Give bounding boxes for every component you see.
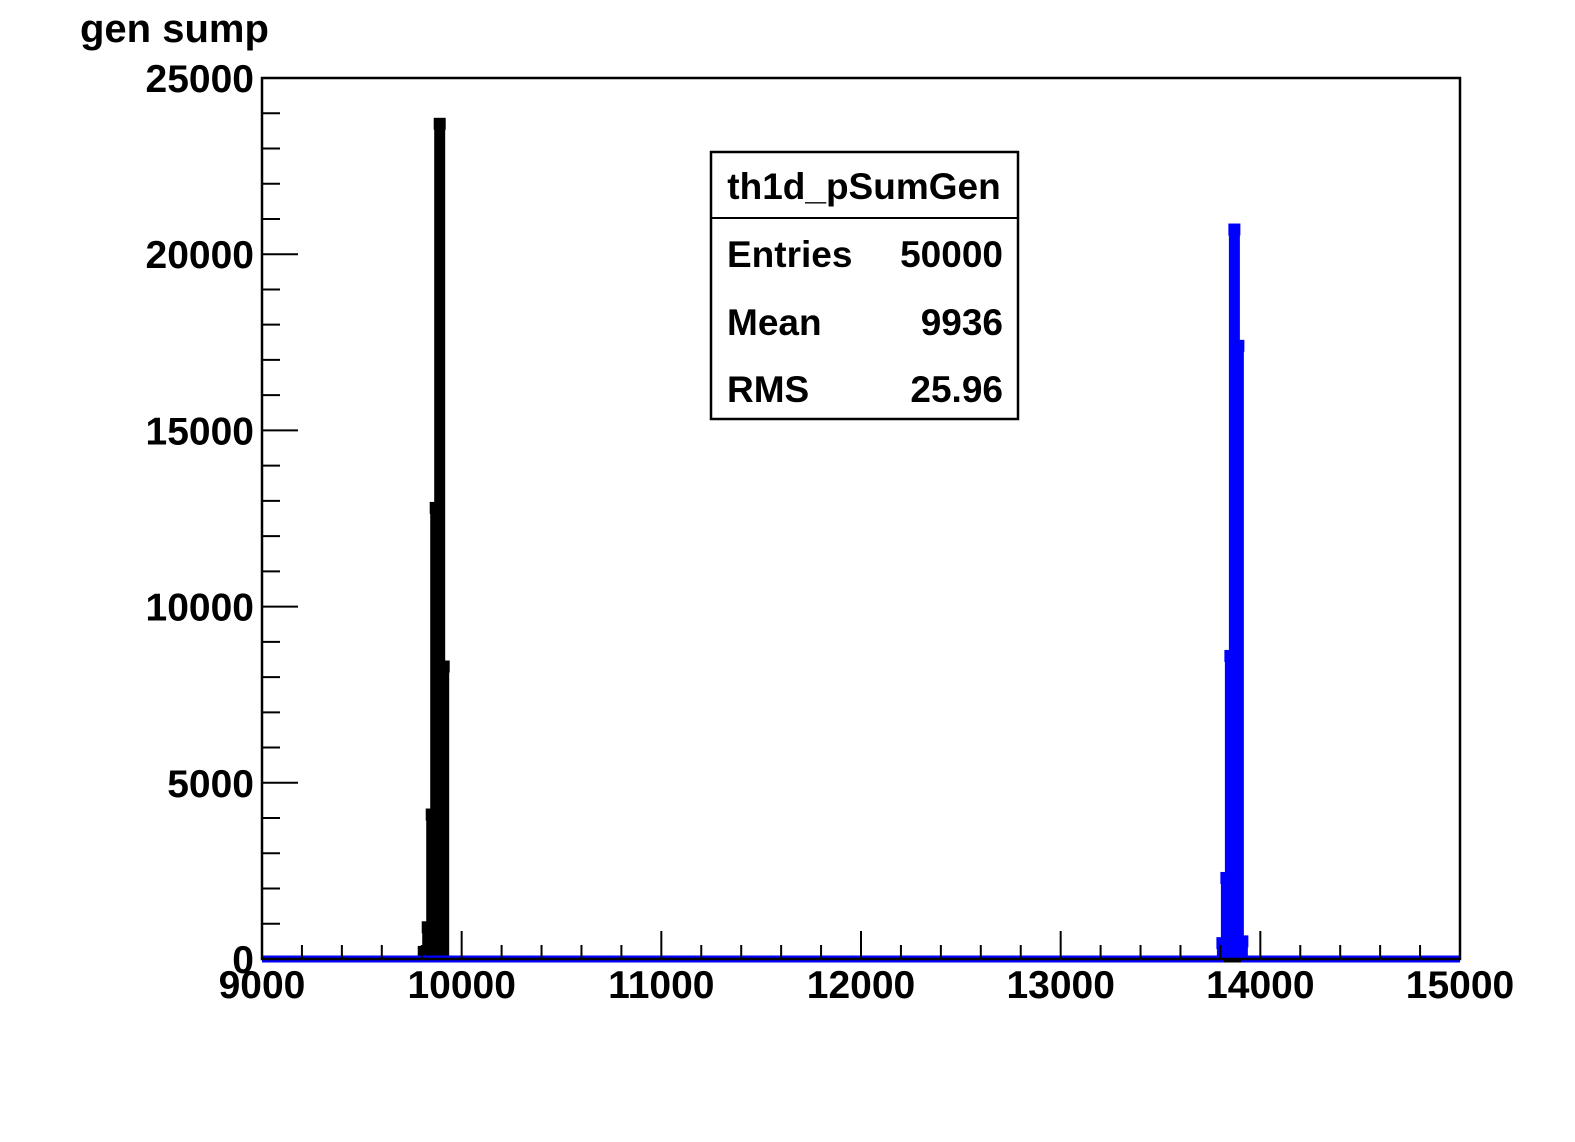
histogram-bin-marker-0-0: [417, 945, 430, 958]
stats-mean-label: Mean: [727, 302, 822, 343]
histogram-bin-marker-1-5: [1236, 935, 1249, 948]
stats-box: th1d_pSumGen Entries 50000 Mean 9936 RMS…: [709, 150, 1020, 421]
histogram-bin-marker-0-3: [429, 501, 442, 514]
stats-rms-label: RMS: [727, 369, 809, 410]
x-tick-label: 15000: [1406, 964, 1514, 1007]
y-tick-label: 5000: [167, 763, 254, 806]
y-tick-label: 0: [232, 939, 254, 982]
stats-entries-label: Entries: [727, 234, 852, 275]
histogram-bin-marker-0-1: [421, 921, 434, 934]
histogram-bin-marker-1-4: [1232, 339, 1245, 352]
histogram-bin-marker-1-3: [1228, 223, 1241, 236]
stats-box-frame: [709, 150, 1020, 421]
x-tick-label: 13000: [1006, 964, 1114, 1007]
y-tick-label: 20000: [146, 234, 254, 277]
y-tick-label: 15000: [146, 410, 254, 453]
y-tick-label: 25000: [146, 58, 254, 101]
axis-layer: 9000 10000 11000 12000 13000 14000 15000 0 5000 1…: [146, 58, 1515, 1007]
x-tick-label: 14000: [1206, 964, 1314, 1007]
histogram-bin-marker-0-5: [437, 660, 450, 673]
histogram-bin-marker-1-1: [1220, 871, 1233, 884]
x-tick-label: 10000: [407, 964, 515, 1007]
stats-rms-value: 25.96: [910, 369, 1003, 410]
stats-histogram-name: th1d_pSumGen: [727, 166, 1000, 207]
histogram-bin-marker-0-4: [433, 117, 446, 130]
histogram-bin-marker-1-2: [1224, 649, 1237, 662]
stats-entries-value: 50000: [900, 234, 1003, 275]
stats-mean-value: 9936: [921, 302, 1003, 343]
histogram-bin-marker-1-0: [1216, 937, 1229, 950]
histogram-bin-marker-0-2: [425, 808, 438, 821]
chart-title: gen sump: [80, 7, 269, 51]
x-tick-label: 11000: [608, 964, 714, 1007]
x-tick-label: 12000: [807, 964, 915, 1007]
x-tick-label: 9000: [219, 964, 306, 1007]
y-tick-label: 10000: [146, 587, 254, 630]
